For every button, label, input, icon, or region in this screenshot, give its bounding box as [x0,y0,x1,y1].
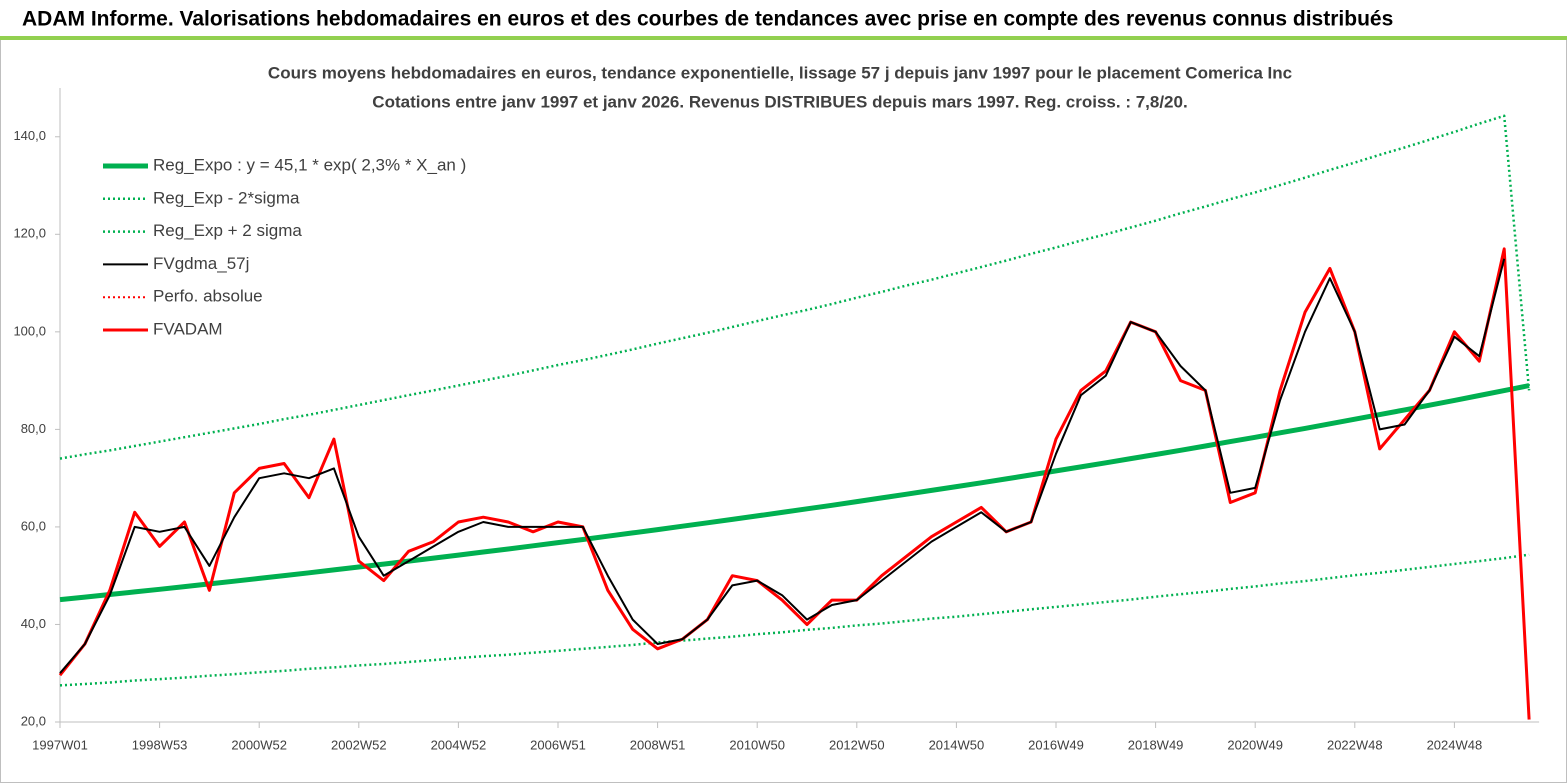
y-tick-label: 60,0 [21,518,46,533]
x-tick-label: 2002W52 [331,737,387,752]
x-tick-label: 2022W48 [1327,737,1383,752]
x-tick-label: 1997W01 [32,737,88,752]
series-line [59,114,1531,460]
legend-label: Perfo. absolue [153,287,263,306]
y-tick-label: 40,0 [21,616,46,631]
x-tick-label: 2012W50 [829,737,885,752]
y-tick-label: 100,0 [13,323,46,338]
series-line [59,553,1530,687]
series-line [59,258,1506,674]
x-tick-label: 2000W52 [231,737,287,752]
y-tick-label: 140,0 [13,128,46,143]
x-tick-label: 2020W49 [1227,737,1283,752]
y-tick-label: 20,0 [21,713,46,728]
x-tick-label: 2004W52 [431,737,487,752]
y-tick-label: 120,0 [13,226,46,241]
x-tick-label: 2024W48 [1427,737,1483,752]
legend-label: Reg_Exp - 2*sigma [153,188,300,207]
header-bar [0,0,1567,38]
x-tick-label: 1998W53 [132,737,188,752]
series-line [59,383,1530,603]
y-tick-label: 80,0 [21,421,46,436]
legend-label: Reg_Expo : y = 45,1 * exp( 2,3% * X_an ) [153,155,466,174]
page-title: ADAM Informe. Valorisations hebdomadaire… [22,8,1393,31]
series-line [58,247,1531,720]
x-tick-label: 2014W50 [929,737,985,752]
legend-label: Reg_Exp + 2 sigma [153,221,302,240]
x-tick-label: 2016W49 [1028,737,1084,752]
chart-subtitle: Cotations entre janv 1997 et janv 2026. … [372,92,1187,111]
legend-label: FVgdma_57j [153,254,249,273]
x-tick-label: 2018W49 [1128,737,1184,752]
x-tick-label: 2010W50 [729,737,785,752]
legend-label: FVADAM [153,319,223,338]
chart-title: Cours moyens hebdomadaires en euros, ten… [268,63,1292,82]
x-tick-label: 2006W51 [530,737,586,752]
x-tick-label: 2008W51 [630,737,686,752]
